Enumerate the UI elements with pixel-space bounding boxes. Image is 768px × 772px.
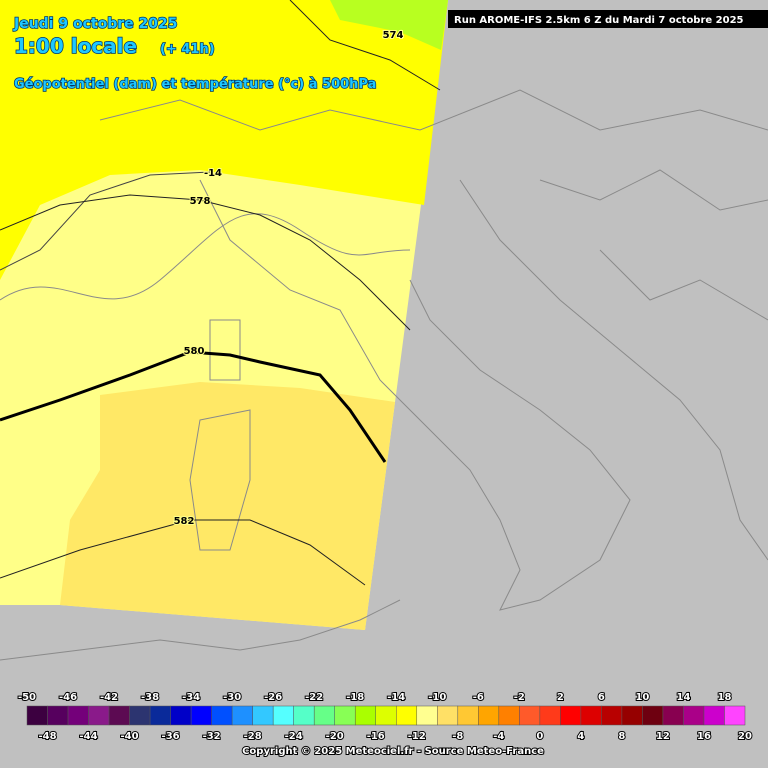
color-swatch bbox=[539, 705, 561, 726]
color-swatch bbox=[560, 705, 582, 726]
color-swatch bbox=[642, 705, 664, 726]
color-swatch bbox=[293, 705, 315, 726]
colorbar-label: 12 bbox=[656, 731, 670, 742]
lead-time: (+ 41h) bbox=[160, 42, 215, 57]
colorbar-label: -18 bbox=[346, 692, 364, 703]
time: 1:00 locale bbox=[14, 34, 137, 58]
contour-line bbox=[0, 171, 211, 271]
color-swatch bbox=[334, 705, 356, 726]
color-swatch bbox=[519, 705, 541, 726]
colorbar-label: -30 bbox=[223, 692, 241, 703]
colorbar-label: -20 bbox=[326, 731, 344, 742]
contour-line bbox=[0, 350, 387, 463]
colorbar-label: -2 bbox=[514, 692, 525, 703]
color-swatch bbox=[662, 705, 684, 726]
color-swatch bbox=[108, 705, 130, 726]
colorbar-label: 2 bbox=[557, 692, 564, 703]
colorbar-label: -38 bbox=[141, 692, 159, 703]
color-swatch bbox=[724, 705, 746, 726]
color-swatch bbox=[190, 705, 212, 726]
color-swatch bbox=[231, 705, 253, 726]
color-swatch bbox=[313, 705, 335, 726]
color-swatch bbox=[272, 705, 294, 726]
colorbar-label: -14 bbox=[387, 692, 405, 703]
run-banner bbox=[448, 10, 768, 28]
color-swatch bbox=[437, 705, 459, 726]
colorbar-label: 6 bbox=[598, 692, 605, 703]
color-swatch bbox=[601, 705, 623, 726]
copyright: Copyright © 2025 Meteociel.fr - Source M… bbox=[242, 746, 544, 757]
field-area-warm bbox=[60, 382, 395, 630]
color-swatch bbox=[683, 705, 705, 726]
color-swatch bbox=[580, 705, 602, 726]
contour-label: -14 bbox=[204, 168, 222, 179]
colorbar-label: 20 bbox=[738, 731, 752, 742]
colorbar-label: -26 bbox=[264, 692, 282, 703]
colorbar-label: -22 bbox=[305, 692, 323, 703]
color-swatch bbox=[621, 705, 643, 726]
color-swatch bbox=[67, 705, 89, 726]
colorbar-label: -32 bbox=[203, 731, 221, 742]
colorbar-label: -42 bbox=[100, 692, 118, 703]
colorbar-label: -4 bbox=[493, 731, 504, 742]
color-swatch bbox=[129, 705, 151, 726]
color-swatch bbox=[170, 705, 192, 726]
colorbar-label: 0 bbox=[536, 731, 543, 742]
colorbar-label: -10 bbox=[428, 692, 446, 703]
colorbar-label: -16 bbox=[367, 731, 385, 742]
color-swatch bbox=[252, 705, 274, 726]
date: Jeudi 9 octobre 2025 bbox=[13, 16, 177, 32]
color-swatch bbox=[498, 705, 520, 726]
colorbar-label: -44 bbox=[80, 731, 98, 742]
colorbar-label: 14 bbox=[676, 692, 690, 703]
colorbar-label: 4 bbox=[577, 731, 584, 742]
contour-label: 578 bbox=[190, 196, 211, 207]
color-swatch bbox=[396, 705, 418, 726]
colorbar-label: -48 bbox=[38, 731, 56, 742]
color-swatch bbox=[457, 705, 479, 726]
color-swatch bbox=[88, 705, 110, 726]
colorbar-label: -40 bbox=[121, 731, 139, 742]
color-swatch bbox=[703, 705, 725, 726]
colorbar-label: 18 bbox=[718, 692, 732, 703]
colorbar-label: -50 bbox=[18, 692, 36, 703]
colorbar-label: 8 bbox=[618, 731, 625, 742]
contour-line bbox=[0, 519, 366, 586]
borders bbox=[0, 89, 768, 661]
contour-line bbox=[289, 0, 441, 91]
colorbar-label: -12 bbox=[408, 731, 426, 742]
colorbar-label: -28 bbox=[244, 731, 262, 742]
colorbar-label: -36 bbox=[162, 731, 180, 742]
color-swatch bbox=[47, 705, 69, 726]
colorbar-label: -24 bbox=[285, 731, 303, 742]
contour-label: 582 bbox=[174, 516, 195, 527]
field-area-cold bbox=[0, 0, 448, 280]
colorbar-label: -8 bbox=[452, 731, 463, 742]
colorbar-label: -34 bbox=[182, 692, 200, 703]
color-swatch bbox=[26, 705, 48, 726]
field-name: Géopotentiel (dam) et température (°c) à… bbox=[14, 77, 376, 92]
colorbar: -50 -46 -42 -38 -34 -30 -26 -22 -18 -14 -10 -6 -2 2 6 1… bbox=[17, 691, 753, 743]
colorbar-label: 10 bbox=[635, 692, 649, 703]
color-swatch bbox=[375, 705, 397, 726]
color-swatch bbox=[354, 705, 376, 726]
run-info: Run AROME-IFS 2.5km 6 Z du Mardi 7 octob… bbox=[454, 15, 744, 26]
colorbar-label: 16 bbox=[697, 731, 711, 742]
colorbar-label: -6 bbox=[473, 692, 484, 703]
colorbar-label: -46 bbox=[59, 692, 77, 703]
contour-line bbox=[0, 194, 411, 331]
contour-label: 574 bbox=[383, 30, 404, 41]
color-swatch bbox=[211, 705, 233, 726]
contour-label: 580 bbox=[184, 346, 205, 357]
color-swatch bbox=[416, 705, 438, 726]
color-swatch bbox=[149, 705, 171, 726]
field-area-colder bbox=[330, 0, 448, 50]
color-swatch bbox=[478, 705, 500, 726]
